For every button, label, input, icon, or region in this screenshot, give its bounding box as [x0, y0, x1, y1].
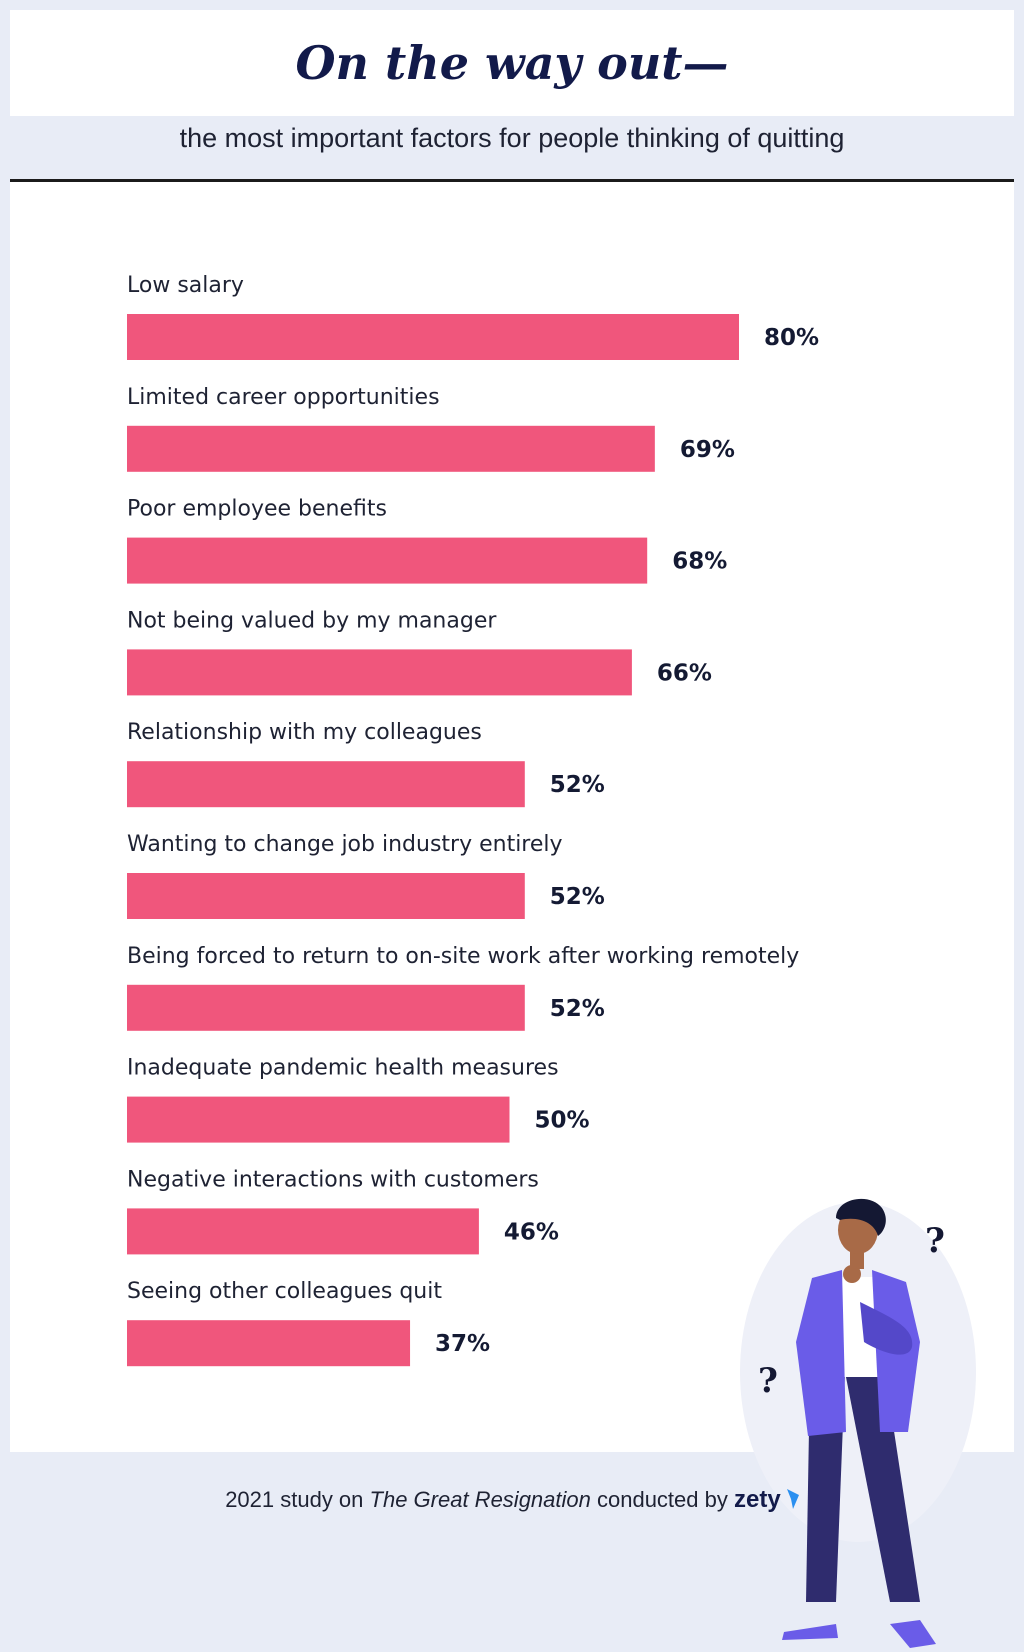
bar	[127, 984, 525, 1031]
value-label: 52%	[550, 884, 605, 910]
category-label: Inadequate pandemic health measures	[127, 1056, 559, 1081]
zety-logo-icon	[786, 1489, 799, 1509]
page-subtitle: the most important factors for people th…	[179, 123, 845, 153]
value-label: 52%	[550, 772, 605, 798]
header-divider	[10, 179, 1014, 182]
category-label: Not being valued by my manager	[127, 608, 497, 633]
value-label: 69%	[680, 437, 735, 463]
category-label: Seeing other colleagues quit	[127, 1279, 442, 1304]
bar	[127, 1208, 479, 1255]
value-label: 46%	[504, 1219, 559, 1245]
bar	[127, 873, 525, 919]
value-label: 37%	[435, 1331, 490, 1357]
category-label: Limited career opportunities	[127, 385, 440, 410]
value-label: 50%	[535, 1108, 590, 1134]
category-label: Relationship with my colleagues	[127, 720, 482, 745]
category-label: Wanting to change job industry entirely	[127, 832, 563, 857]
bar	[127, 1096, 510, 1143]
thinking-person-illustration: ? ?	[740, 1198, 976, 1648]
chart-panel: Low salary 80% Limited career opportunitie…	[10, 182, 1014, 1648]
source-footer: 2021 study on The Great Resignation cond…	[0, 1486, 1024, 1514]
value-label: 80%	[764, 325, 819, 351]
footer-middle: conducted by	[590, 1487, 734, 1512]
bar	[127, 761, 525, 808]
value-label: 66%	[657, 660, 712, 686]
bar	[127, 1320, 411, 1367]
value-label: 52%	[550, 996, 605, 1022]
footer-prefix: 2021 study on	[225, 1487, 370, 1512]
category-label: Low salary	[127, 273, 244, 298]
question-mark-icon: ?	[925, 1221, 945, 1261]
bar	[127, 537, 648, 584]
title-band	[10, 10, 1014, 116]
bar	[127, 314, 739, 360]
bar	[127, 649, 632, 696]
study-name: The Great Resignation	[369, 1487, 591, 1512]
bar	[127, 425, 655, 472]
category-label: Being forced to return to on-site work a…	[127, 944, 799, 969]
question-mark-icon: ?	[758, 1361, 778, 1401]
category-label: Poor employee benefits	[127, 497, 387, 522]
value-label: 68%	[672, 549, 727, 575]
bar-chart: Low salary 80% Limited career opportunitie…	[127, 273, 819, 1367]
page-title: On the way out—	[295, 36, 729, 90]
category-label: Negative interactions with customers	[127, 1167, 539, 1192]
brand-name: zety	[733, 1486, 781, 1513]
